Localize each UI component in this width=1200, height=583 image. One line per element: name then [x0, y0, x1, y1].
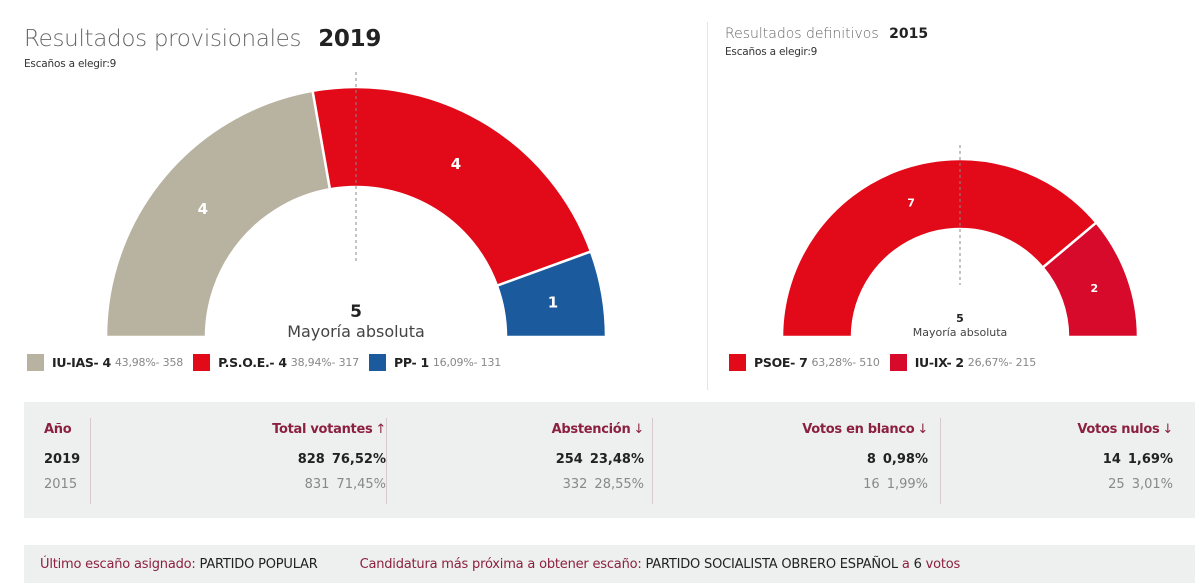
majority-label: Mayoría absoluta — [913, 326, 1008, 339]
arrow-down-icon: ↓ — [633, 422, 644, 437]
legend-party-stats: 16,09%- 131 — [432, 356, 502, 369]
last-seat-info: Último escaño asignado: PARTIDO POPULAR — [40, 557, 318, 572]
title-2019-year: 2019 — [318, 26, 382, 52]
row-2019-year: 2019 — [44, 452, 81, 467]
seat-info-footer: Último escaño asignado: PARTIDO POPULAR … — [24, 545, 1195, 583]
title-2015: Resultados definitivos 2015 — [725, 26, 928, 42]
legend-party-name: PP- 1 — [394, 355, 429, 370]
legend-item-pp[interactable]: PP- 1 16,09%- 131 — [369, 354, 501, 371]
seats-note-2015: Escaños a elegir:9 — [725, 46, 818, 58]
legend-item-psoe[interactable]: PSOE- 7 63,28%- 510 — [729, 354, 880, 371]
closest-votes: 6 — [913, 556, 922, 572]
seats-note-2019: Escaños a elegir:9 — [24, 58, 117, 70]
abst-2015-count: 332 — [562, 477, 588, 492]
header-null-votes[interactable]: Votos nulos ↓ — [941, 418, 1173, 442]
seat-arc-pp[interactable] — [495, 249, 608, 339]
blank-2015-count: 16 — [863, 477, 880, 492]
seat-count-label-psoe: 7 — [907, 197, 915, 210]
closest-a: a — [901, 556, 910, 572]
header-abstention[interactable]: Abstención ↓ — [387, 418, 645, 442]
last-seat-label: Último escaño asignado: — [40, 556, 196, 572]
total-2015-pct: 71,45% — [336, 477, 386, 492]
closest-candidacy-info: Candidatura más próxima a obtener escaño… — [360, 557, 961, 572]
legend-party-name: IU-IAS- 4 — [52, 355, 111, 370]
blank-2019-pct: 0,98% — [882, 452, 928, 467]
header-total-voters-label: Total votantes — [272, 422, 373, 437]
legend-swatch — [729, 354, 746, 371]
seat-count-label-iu-ix: 2 — [1091, 282, 1099, 295]
title-2015-label: Resultados definitivos — [725, 26, 879, 42]
closest-value: PARTIDO SOCIALISTA OBRERO ESPAÑOL — [645, 556, 898, 572]
last-seat-value: PARTIDO POPULAR — [199, 556, 318, 572]
majority-value: 5 — [956, 312, 964, 325]
turnout-stats-table: Año 2019 2015 Total votantes ↑ 828 76,52% … — [24, 402, 1195, 518]
total-2019-count: 828 — [297, 452, 325, 467]
title-2015-year: 2015 — [889, 26, 929, 42]
title-2019: Resultados provisionales 2019 — [24, 26, 381, 52]
abst-2019-count: 254 — [555, 452, 583, 467]
legend-item-p-s-o-e[interactable]: P.S.O.E.- 4 38,94%- 317 — [193, 354, 359, 371]
null-2015-pct: 3,01% — [1131, 477, 1173, 492]
legend-party-stats: 38,94%- 317 — [290, 356, 359, 369]
majority-label: Mayoría absoluta — [287, 322, 425, 341]
legend-item-iu-ias[interactable]: IU-IAS- 4 43,98%- 358 — [27, 354, 183, 371]
blank-2019-count: 8 — [866, 452, 876, 467]
arrow-down-icon: ↓ — [917, 422, 928, 437]
col-null-votes: Votos nulos ↓ 14 1,69% 25 3,01% — [940, 418, 1173, 504]
seat-arc-iu-ias[interactable] — [104, 89, 332, 339]
seat-count-label-pp: 1 — [548, 294, 558, 312]
null-2015-count: 25 — [1108, 477, 1125, 492]
closest-votes-label: votos — [925, 556, 961, 572]
legend-swatch — [889, 354, 907, 371]
seat-count-label-p-s-o-e: 4 — [451, 155, 461, 173]
legend-party-stats: 26,67%- 215 — [967, 356, 1037, 369]
abst-2019-pct: 23,48% — [589, 452, 644, 467]
col-total-voters: Total votantes ↑ 828 76,52% 831 71,45% — [90, 418, 386, 504]
col-abstention: Abstención ↓ 254 23,48% 332 28,55% — [386, 418, 644, 504]
seat-arc-psoe[interactable] — [780, 157, 1099, 339]
row-2015-year: 2015 — [44, 477, 78, 492]
legend-party-stats: 63,28%- 510 — [811, 356, 880, 369]
legend-party-name: P.S.O.E.- 4 — [218, 355, 287, 370]
arrow-down-icon: ↓ — [1162, 422, 1173, 437]
legend-swatch — [193, 354, 211, 371]
header-null-votes-label: Votos nulos — [1077, 422, 1160, 437]
closest-label: Candidatura más próxima a obtener escaño… — [359, 556, 642, 572]
legend-2015: PSOE- 7 63,28%- 510 IU-IX- 2 26,67%- 215 — [729, 354, 1046, 371]
total-2015-count: 831 — [304, 477, 330, 492]
header-total-voters[interactable]: Total votantes ↑ — [91, 418, 386, 442]
seat-count-label-iu-ias: 4 — [198, 200, 208, 218]
header-blank-votes-label: Votos en blanco — [802, 422, 915, 437]
legend-item-iu-ix[interactable]: IU-IX- 2 26,67%- 215 — [889, 354, 1037, 371]
title-2019-label: Resultados provisionales — [24, 26, 302, 52]
legend-2019: IU-IAS- 4 43,98%- 358 P.S.O.E.- 4 38,94%- 3… — [27, 354, 511, 371]
arrow-up-icon: ↑ — [375, 422, 386, 437]
majority-value: 5 — [350, 302, 362, 322]
header-blank-votes[interactable]: Votos en blanco ↓ — [653, 418, 928, 442]
null-2019-count: 14 — [1102, 452, 1121, 467]
col-year: Año 2019 2015 — [44, 418, 90, 504]
col-blank-votes: Votos en blanco ↓ 8 0,98% 16 1,99% — [652, 418, 928, 504]
total-2019-pct: 76,52% — [331, 452, 386, 467]
legend-swatch — [27, 354, 44, 371]
null-2019-pct: 1,69% — [1127, 452, 1173, 467]
seat-arc-iu-ix[interactable] — [1040, 220, 1140, 339]
legend-party-name: PSOE- 7 — [754, 355, 808, 370]
header-abstention-label: Abstención — [551, 422, 631, 437]
legend-party-name: IU-IX- 2 — [914, 355, 964, 370]
abst-2015-pct: 28,55% — [594, 477, 644, 492]
panel-divider — [707, 22, 708, 390]
legend-party-stats: 43,98%- 358 — [114, 356, 184, 369]
header-year[interactable]: Año — [44, 422, 72, 437]
blank-2015-pct: 1,99% — [886, 477, 928, 492]
seat-arc-p-s-o-e[interactable] — [311, 85, 593, 288]
legend-swatch — [369, 354, 386, 371]
